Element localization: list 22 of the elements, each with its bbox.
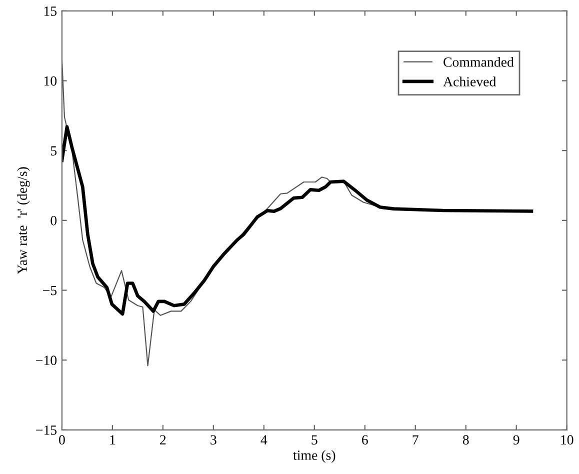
y-axis-title: Yaw rate 'r' (deg/s) — [17, 167, 30, 274]
x-tick-label: 10 — [561, 435, 574, 445]
x-tick-label: 3 — [210, 435, 216, 445]
x-tick-label: 8 — [462, 435, 469, 445]
y-tick-label: −5 — [43, 286, 57, 296]
legend-label: Achieved — [443, 76, 496, 86]
x-tick-label: 0 — [59, 435, 65, 445]
y-tick-label: 5 — [50, 146, 57, 156]
y-tick-label: −15 — [36, 426, 57, 435]
y-tick-label: 10 — [44, 76, 57, 86]
x-tick-label: 1 — [110, 435, 116, 444]
legend-label: Commanded — [444, 57, 514, 67]
x-tick-label: 5 — [312, 435, 318, 445]
x-tick-label: 7 — [412, 435, 418, 444]
x-tick-label: 4 — [260, 435, 268, 444]
x-tick-label: 9 — [513, 435, 520, 445]
x-axis-title: time (s) — [293, 450, 336, 463]
y-tick-label: 0 — [50, 216, 57, 226]
y-tick-label: 15 — [44, 6, 57, 16]
x-tick-label: 2 — [160, 435, 166, 444]
x-tick-label: 6 — [362, 435, 368, 445]
y-tick-label: −10 — [36, 356, 57, 366]
